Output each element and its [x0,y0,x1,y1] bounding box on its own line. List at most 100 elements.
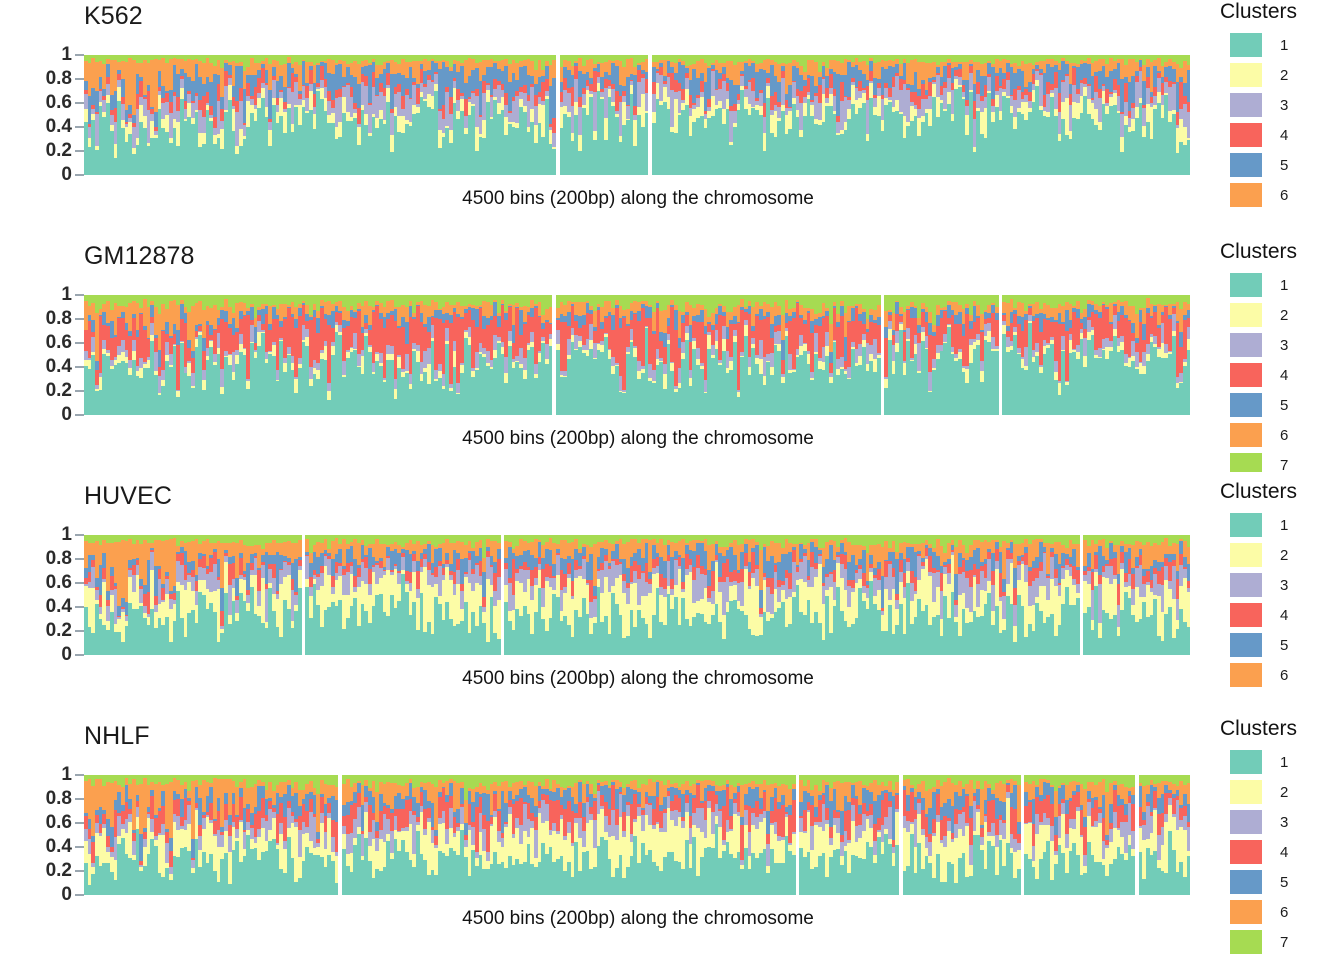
y-axis-tick-mark [75,294,84,296]
bar-segment [109,60,114,96]
bar-segment [401,116,405,133]
bar-segment [611,63,615,85]
bar-segment [699,59,704,74]
bar-segment [113,586,118,590]
bar-segment [873,358,877,373]
table-row [932,295,936,415]
bar-segment [913,55,918,60]
bar-segment [574,335,579,349]
bar-segment [906,328,910,339]
bar-segment [526,131,531,175]
bar-segment [806,295,811,309]
bar-segment [806,350,811,354]
bar-segment [478,114,483,118]
bar-segment [1009,341,1014,347]
bar-segment [1098,121,1102,131]
bar-segment [345,350,350,353]
bar-segment [640,55,645,62]
bar-segment [423,368,427,372]
bar-segment [202,309,206,338]
bar-segment [353,318,357,334]
bar-segment [375,94,379,97]
bar-segment [390,300,394,311]
bar-segment [603,295,608,301]
bar-segment [508,55,512,65]
table-row [526,295,531,415]
bar-segment [707,349,711,415]
bar-segment [644,326,649,328]
bar-segment [515,96,520,123]
bar-segment [839,368,844,415]
bar-segment [224,356,228,415]
table-row [113,295,118,415]
bar-segment [441,62,446,106]
bar-segment [327,114,332,123]
bar-segment [393,61,398,75]
y-axis: 1 0.8 0.6 0.4 0.2 0 [0,284,84,425]
bar-segment [784,313,789,324]
table-row [640,55,645,175]
bar-segment [124,535,129,542]
bar-segment [994,312,999,321]
bar-segment [441,388,446,415]
bar-segment [1186,137,1191,140]
bar-segment [862,88,866,90]
bar-segment [519,368,523,415]
table-row [685,55,689,175]
bar-segment [648,364,652,378]
table-row [452,295,457,415]
bar-segment [179,342,184,344]
bar-segment [1105,114,1110,175]
bar-segment [1064,384,1069,415]
bar-segment [803,295,807,308]
bar-segment [183,73,188,101]
bar-segment [843,368,848,371]
bar-segment [847,378,851,415]
bar-segment [633,66,638,75]
table-row [544,55,549,175]
bar-segment [1061,118,1065,175]
bar-segment [386,318,391,345]
bar-segment [526,315,531,344]
table-row [345,55,350,175]
bar-segment [1120,315,1124,336]
table-row [338,295,343,415]
bar-segment [692,55,697,65]
bar-segment [489,117,494,119]
bar-segment [559,322,564,372]
bar-segment [1057,304,1062,314]
table-row [441,295,446,415]
table-row [769,295,774,415]
bar-segment [714,295,719,309]
bar-segment [537,59,542,77]
table-row [124,295,129,415]
bar-segment [943,66,947,82]
bar-segment [224,63,228,72]
bar-segment [1035,342,1040,352]
bar-segment [279,337,284,340]
bar-segment [419,64,424,70]
bar-segment [305,86,309,98]
bar-segment [124,295,129,308]
bar-segment [257,306,261,311]
bar-segment [1138,363,1143,374]
bar-segment [884,104,888,175]
bar-segment [898,112,903,115]
bar-segment [913,59,918,72]
bar-segment [364,295,368,301]
bar-segment [541,55,545,70]
bar-segment [1168,111,1172,122]
table-row [360,55,365,175]
bar-segment [685,55,689,67]
table-row [209,55,214,175]
bar-segment [157,95,162,109]
bar-segment [1009,350,1014,415]
bar-segment [120,598,125,608]
bar-segment [327,399,332,415]
bar-segment [721,67,726,75]
bar-segment [751,106,756,109]
bar-segment [887,309,892,312]
table-row [810,295,815,415]
bar-segment [227,84,232,100]
